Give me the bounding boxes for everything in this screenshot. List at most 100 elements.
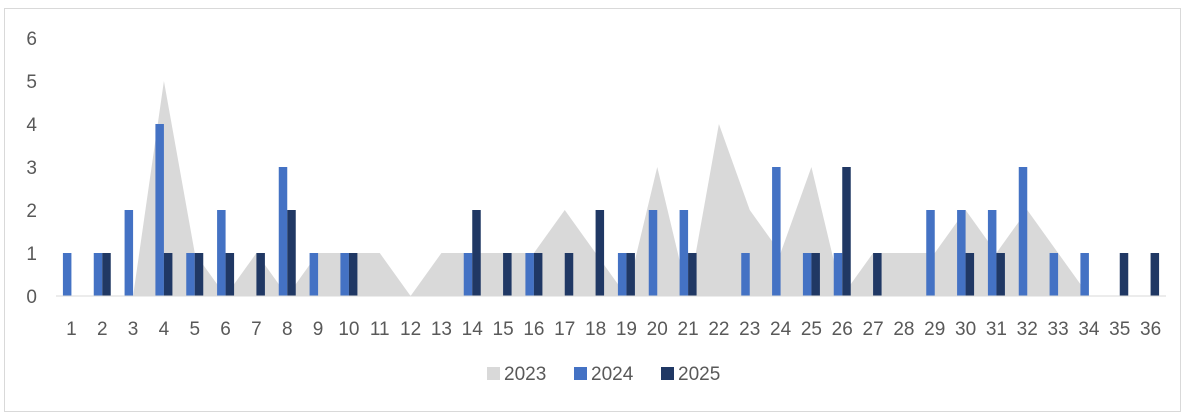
x-tick-label: 18 xyxy=(585,319,606,340)
x-tick-label: 8 xyxy=(282,319,293,340)
y-tick-label: 6 xyxy=(26,29,37,50)
x-tick-label: 13 xyxy=(431,319,452,340)
bar-2025-14 xyxy=(472,210,481,296)
x-tick-label: 32 xyxy=(1017,319,1038,340)
legend-label-2023: 2023 xyxy=(504,364,546,385)
bar-2024-2 xyxy=(93,253,103,296)
bar-2024-14 xyxy=(463,253,473,296)
bar-2025-10 xyxy=(348,253,358,296)
bar-2024-24 xyxy=(772,167,781,296)
legend-swatch-2025 xyxy=(661,367,674,380)
x-tick-label: 19 xyxy=(616,319,637,340)
bar-2025-16 xyxy=(533,253,543,296)
bar-2024-5 xyxy=(186,253,195,296)
x-tick-label: 27 xyxy=(863,319,884,340)
x-tick-label: 29 xyxy=(924,319,945,340)
bar-2025-19 xyxy=(626,253,635,296)
x-tick-label: 15 xyxy=(493,319,514,340)
bar-2024-34 xyxy=(1080,253,1089,296)
bar-2025-4 xyxy=(163,253,173,296)
bar-2024-31 xyxy=(987,210,997,296)
legend-label-2025: 2025 xyxy=(678,364,720,385)
x-tick-label: 3 xyxy=(128,319,139,340)
y-tick-label: 2 xyxy=(26,201,37,222)
x-tick-label: 7 xyxy=(251,319,262,340)
bar-2024-30 xyxy=(957,210,966,296)
bar-2025-30 xyxy=(965,253,975,296)
x-tick-label: 20 xyxy=(647,319,668,340)
bar-2024-25 xyxy=(802,253,812,296)
x-tick-label: 34 xyxy=(1078,319,1100,340)
bar-2025-6 xyxy=(225,253,235,296)
bar-2024-21 xyxy=(679,210,689,296)
bar-layer xyxy=(62,124,1160,296)
bar-2025-17 xyxy=(564,253,574,296)
x-tick-label: 10 xyxy=(338,319,359,340)
x-tick-label: 25 xyxy=(801,319,822,340)
bar-2025-26 xyxy=(842,167,851,296)
bar-2025-8 xyxy=(287,210,296,296)
bar-2024-20 xyxy=(648,210,658,296)
x-tick-label: 26 xyxy=(832,319,853,340)
x-tick-label: 17 xyxy=(554,319,575,340)
bar-2025-35 xyxy=(1119,253,1129,296)
bar-2024-26 xyxy=(833,253,843,296)
bar-2024-16 xyxy=(525,253,534,296)
bar-2025-2 xyxy=(102,253,111,296)
x-tick-label: 11 xyxy=(370,319,390,340)
bar-2024-6 xyxy=(217,210,226,296)
legend-swatch-2024 xyxy=(574,367,587,380)
bar-2024-19 xyxy=(617,253,627,296)
bar-2025-25 xyxy=(811,253,820,296)
x-tick-label: 31 xyxy=(986,319,1007,340)
chart-frame xyxy=(4,8,1181,412)
bar-2025-7 xyxy=(256,253,265,296)
x-tick-label: 2 xyxy=(97,319,108,340)
bar-2025-15 xyxy=(503,253,512,296)
x-tick-labels: 1 2 3 4 5 6 7 8 9 10 11 12 13 14 15 16 17 18 19 20 21 22 23 24 2… xyxy=(66,319,1161,340)
y-tick-label: 3 xyxy=(26,158,37,179)
bar-2025-21 xyxy=(688,253,697,296)
x-tick-label: 14 xyxy=(462,319,484,340)
x-tick-label: 1 xyxy=(66,319,77,340)
y-tick-label: 4 xyxy=(26,115,37,136)
legend-label-2024: 2024 xyxy=(591,364,634,385)
x-tick-label: 4 xyxy=(159,319,170,340)
area-series-2023 xyxy=(71,81,1151,296)
x-tick-label: 23 xyxy=(739,319,760,340)
x-tick-label: 28 xyxy=(893,319,914,340)
x-tick-label: 36 xyxy=(1140,319,1161,340)
bar-2024-33 xyxy=(1049,253,1059,296)
y-tick-labels: 0 1 2 3 4 5 6 xyxy=(26,29,37,308)
bar-2025-27 xyxy=(873,253,882,296)
bar-2024-3 xyxy=(124,210,134,296)
x-tick-label: 33 xyxy=(1048,319,1069,340)
bar-2024-4 xyxy=(155,124,164,296)
x-tick-label: 30 xyxy=(955,319,976,340)
area-layer xyxy=(71,81,1151,296)
bar-2024-10 xyxy=(340,253,349,296)
bar-2024-1 xyxy=(62,253,72,296)
bar-2025-31 xyxy=(996,253,1005,296)
bar-2024-29 xyxy=(926,210,935,296)
bar-2025-18 xyxy=(595,210,605,296)
bar-2024-8 xyxy=(278,167,288,296)
y-tick-label: 1 xyxy=(26,244,37,265)
x-tick-label: 24 xyxy=(770,319,792,340)
bar-2024-9 xyxy=(309,253,319,296)
x-tick-label: 6 xyxy=(220,319,231,340)
bar-2024-32 xyxy=(1018,167,1028,296)
x-tick-label: 5 xyxy=(189,319,200,340)
y-tick-label: 5 xyxy=(26,72,37,93)
bar-2024-23 xyxy=(741,253,750,296)
y-tick-label: 0 xyxy=(26,287,37,308)
x-tick-label: 12 xyxy=(400,319,421,340)
x-tick-label: 22 xyxy=(708,319,729,340)
legend: 2023 2024 2025 xyxy=(487,364,720,385)
legend-swatch-2023 xyxy=(487,367,500,380)
bar-2025-36 xyxy=(1150,253,1160,296)
x-tick-label: 9 xyxy=(313,319,324,340)
bar-2025-5 xyxy=(194,253,204,296)
x-tick-label: 16 xyxy=(523,319,544,340)
